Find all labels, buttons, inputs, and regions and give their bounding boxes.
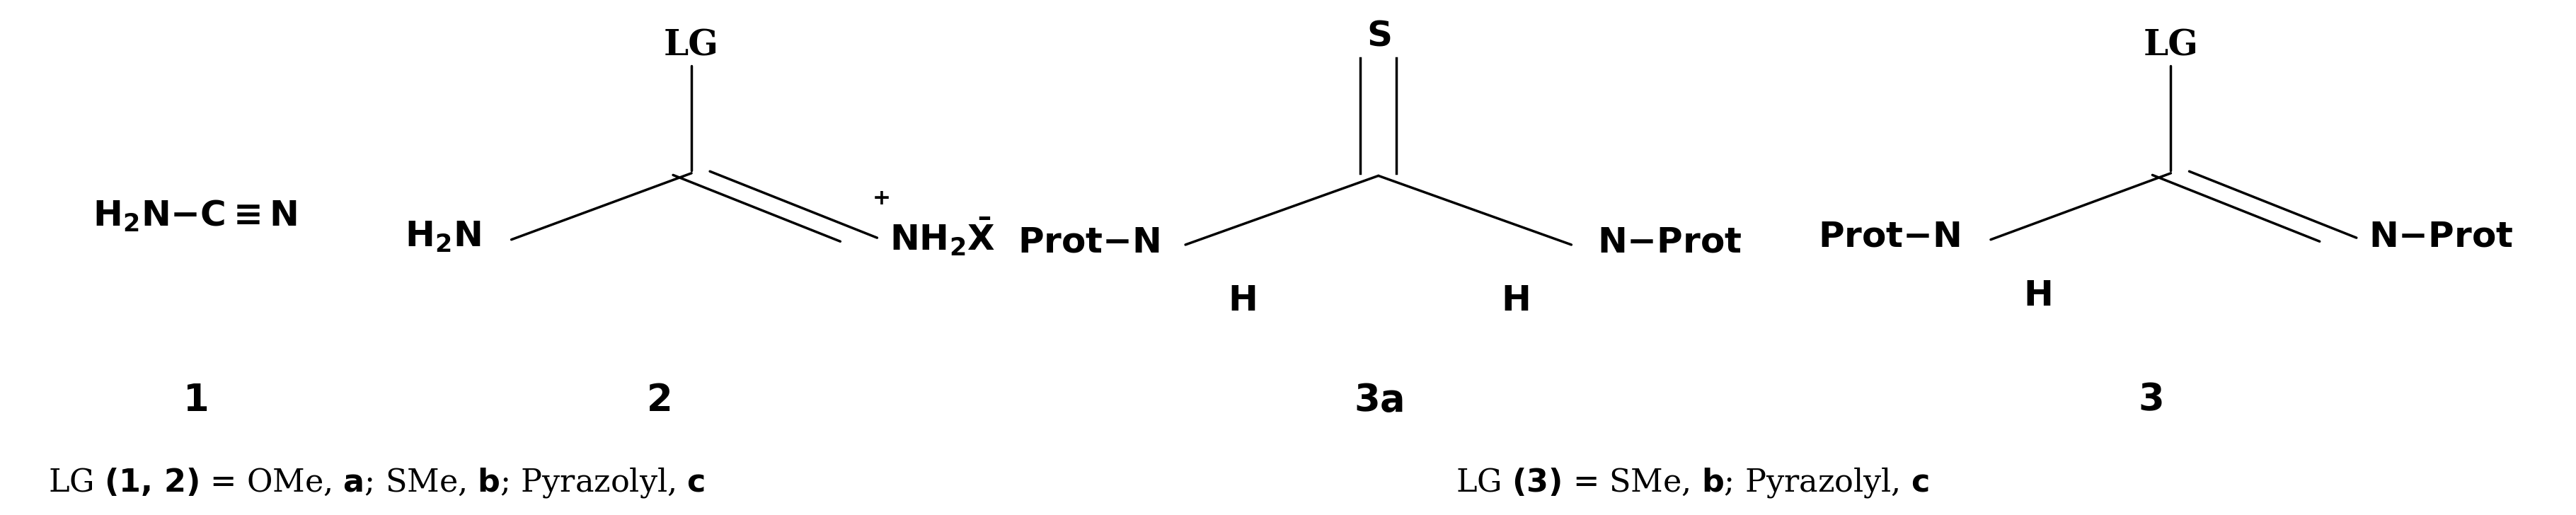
Text: $\mathbf{H_2N}$: $\mathbf{H_2N}$	[404, 219, 479, 254]
Text: $\mathbf{H}$: $\mathbf{H}$	[1499, 283, 1528, 318]
Text: $\mathbf{S}$: $\mathbf{S}$	[1365, 18, 1391, 53]
Text: $\mathbf{NH_2\bar{X}}$: $\mathbf{NH_2\bar{X}}$	[889, 216, 994, 258]
Text: LG: LG	[665, 29, 719, 63]
Text: LG $\mathbf{(1,\,2)}$ = OMe, $\mathbf{a}$; SMe, $\mathbf{b}$; Pyrazolyl, $\mathb: LG $\mathbf{(1,\,2)}$ = OMe, $\mathbf{a}…	[49, 466, 706, 500]
Text: $\mathbf{3a}$: $\mathbf{3a}$	[1352, 383, 1404, 419]
Text: $\mathbf{H}$: $\mathbf{H}$	[1229, 283, 1255, 318]
Text: LG: LG	[2143, 29, 2197, 63]
Text: $\mathbf{2}$: $\mathbf{2}$	[647, 383, 670, 419]
Text: $\mathbf{H_2N{-}C{\equiv}N}$: $\mathbf{H_2N{-}C{\equiv}N}$	[93, 199, 296, 234]
Text: LG $\mathbf{(3)}$ = SMe, $\mathbf{b}$; Pyrazolyl, $\mathbf{c}$: LG $\mathbf{(3)}$ = SMe, $\mathbf{b}$; P…	[1455, 466, 1929, 500]
Text: $\mathbf{H}$: $\mathbf{H}$	[2022, 278, 2050, 313]
Text: $\mathbf{Prot{-}N}$: $\mathbf{Prot{-}N}$	[1816, 219, 1960, 254]
Text: $\mathbf{N{-}Prot}$: $\mathbf{N{-}Prot}$	[1597, 225, 1741, 260]
Text: $\mathbf{3}$: $\mathbf{3}$	[2138, 383, 2161, 419]
Text: $\mathbf{1}$: $\mathbf{1}$	[183, 383, 206, 419]
Text: $^{\mathbf{+}}$: $^{\mathbf{+}}$	[871, 191, 889, 221]
Text: $\mathbf{Prot{-}N}$: $\mathbf{Prot{-}N}$	[1018, 225, 1159, 260]
Text: $\mathbf{N{-}Prot}$: $\mathbf{N{-}Prot}$	[2367, 219, 2512, 254]
